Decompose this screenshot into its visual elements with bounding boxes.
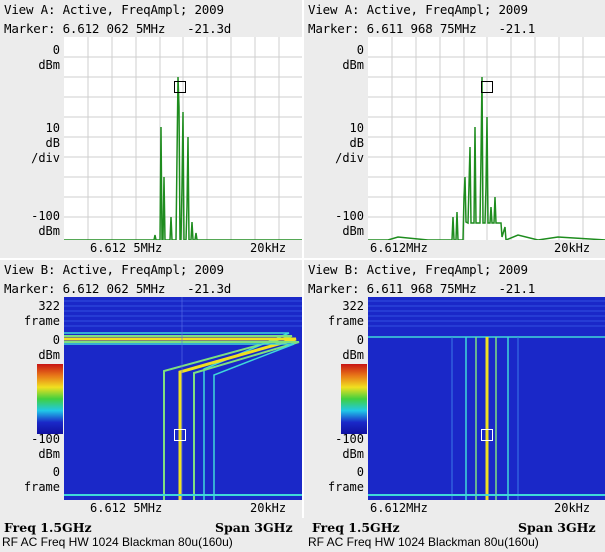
- frame-bottom-unit: frame: [327, 480, 364, 494]
- y-axis-scale-div: /div: [31, 151, 60, 165]
- view-a-title: View A: Active, FreqAmpl; 2009: [308, 2, 528, 17]
- marker-box[interactable]: [481, 81, 493, 93]
- color-scale-top-unit: dBm: [342, 348, 364, 362]
- span: Span 3GHz: [518, 520, 596, 535]
- color-scale-bar: [37, 364, 63, 434]
- view-a-left-panel: View A: Active, FreqAmpl; 2009 Marker: 6…: [0, 0, 302, 258]
- acquisition-settings: RF AC Freq HW 1024 Blackman 80u(160u): [2, 535, 233, 549]
- marker-readout: Marker: 6.612 062 5MHz -21.3d: [4, 21, 232, 36]
- color-scale-bar: [341, 364, 367, 434]
- center-frequency: Freq 1.5GHz: [312, 520, 400, 535]
- marker-box[interactable]: [481, 429, 493, 441]
- color-scale-top-value: 0: [52, 333, 60, 347]
- color-scale-top-unit: dBm: [38, 348, 60, 362]
- x-axis-start: 6.612MHz: [370, 241, 428, 255]
- marker-readout: Marker: 6.612 062 5MHz -21.3d: [4, 281, 232, 296]
- waterfall-plot[interactable]: [64, 297, 302, 500]
- x-axis-span: 20kHz: [250, 501, 287, 515]
- view-b-title: View B: Active, FreqAmpl; 2009: [4, 262, 224, 277]
- view-b-right-panel: View B: Active, FreqAmpl; 2009 Marker: 6…: [304, 260, 605, 518]
- frame-top-value: 322: [38, 299, 60, 313]
- frame-bottom-value: 0: [52, 465, 60, 479]
- span: Span 3GHz: [215, 520, 293, 535]
- y-axis-top-unit: dBm: [342, 58, 364, 72]
- frame-top-unit: frame: [23, 314, 60, 328]
- waterfall-svg: [368, 300, 605, 500]
- y-axis-bottom-value: -100: [335, 209, 364, 223]
- y-axis-scale-value: 10: [45, 121, 60, 135]
- color-scale-bottom-value: -100: [31, 432, 60, 446]
- marker-box[interactable]: [174, 429, 186, 441]
- view-b-left-panel: View B: Active, FreqAmpl; 2009 Marker: 6…: [0, 260, 302, 518]
- x-axis-span: 20kHz: [554, 501, 591, 515]
- spectrum-plot[interactable]: [368, 37, 605, 242]
- status-footer: Freq 1.5GHz Span 3GHz RF AC Freq HW 1024…: [0, 518, 605, 552]
- center-frequency: Freq 1.5GHz: [4, 520, 92, 535]
- frame-bottom-unit: frame: [23, 480, 60, 494]
- frame-top-unit: frame: [327, 314, 364, 328]
- frame-top-value: 322: [342, 299, 364, 313]
- view-a-title: View A: Active, FreqAmpl; 2009: [4, 2, 224, 17]
- y-axis-top-unit: dBm: [38, 58, 60, 72]
- view-b-title: View B: Active, FreqAmpl; 2009: [308, 262, 528, 277]
- spectrum-trace: [64, 76, 302, 241]
- x-axis-start: 6.612 5MHz: [90, 501, 163, 515]
- spectrum-svg: [64, 37, 302, 241]
- y-axis-bottom-unit: dBm: [38, 224, 60, 238]
- y-axis-scale-unit: dB: [45, 136, 60, 150]
- panel-divider: [302, 0, 304, 518]
- y-axis-top-value: 0: [52, 43, 60, 57]
- x-axis-start: 6.612 5MHz: [90, 241, 163, 255]
- color-scale-bottom-value: -100: [335, 432, 364, 446]
- frame-bottom-value: 0: [356, 465, 364, 479]
- x-axis-start: 6.612MHz: [370, 501, 428, 515]
- marker-box[interactable]: [174, 81, 186, 93]
- view-a-right-panel: View A: Active, FreqAmpl; 2009 Marker: 6…: [304, 0, 605, 258]
- x-axis-span: 20kHz: [554, 241, 591, 255]
- color-scale-top-value: 0: [356, 333, 364, 347]
- marker-readout: Marker: 6.611 968 75MHz -21.1: [308, 21, 536, 36]
- y-axis-top-value: 0: [356, 43, 364, 57]
- y-axis-bottom-unit: dBm: [342, 224, 364, 238]
- color-scale-bottom-unit: dBm: [38, 447, 60, 461]
- waterfall-svg: [64, 297, 302, 500]
- y-axis-bottom-value: -100: [31, 209, 60, 223]
- y-axis-scale-div: /div: [335, 151, 364, 165]
- acquisition-settings: RF AC Freq HW 1024 Blackman 80u(160u): [308, 535, 539, 549]
- spectrum-svg: [368, 37, 605, 242]
- x-axis-span: 20kHz: [250, 241, 287, 255]
- waterfall-plot[interactable]: [368, 297, 605, 500]
- spectrum-plot[interactable]: [64, 37, 302, 241]
- y-axis-scale-unit: dB: [349, 136, 364, 150]
- marker-readout: Marker: 6.611 968 75MHz -21.1: [308, 281, 536, 296]
- color-scale-bottom-unit: dBm: [342, 447, 364, 461]
- y-axis-scale-value: 10: [349, 121, 364, 135]
